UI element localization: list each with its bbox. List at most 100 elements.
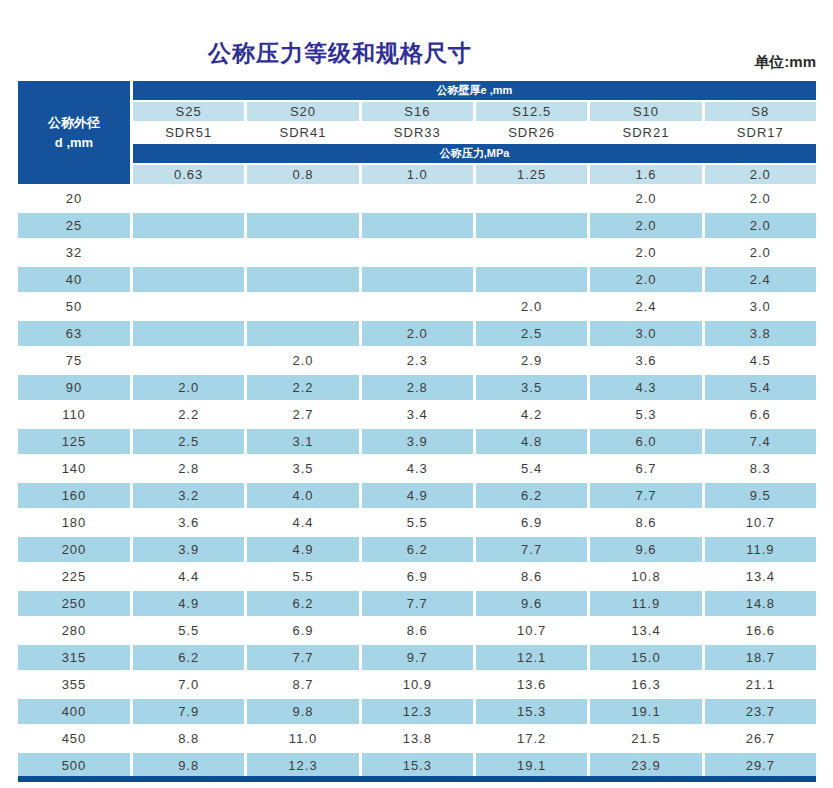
thickness-value-cell: 4.2 bbox=[476, 402, 587, 427]
table-row: 202.02.0 bbox=[18, 186, 816, 211]
diameter-cell: 63 bbox=[18, 321, 130, 346]
thickness-value-cell: 3.0 bbox=[705, 294, 816, 319]
thickness-value-cell bbox=[133, 294, 244, 319]
thickness-value-cell bbox=[133, 267, 244, 292]
thickness-value-cell: 11.0 bbox=[247, 726, 358, 751]
table-row: 5009.812.315.319.123.929.7 bbox=[18, 753, 816, 778]
thickness-value-cell: 23.7 bbox=[705, 699, 816, 724]
table-row: 2805.56.98.610.713.416.6 bbox=[18, 618, 816, 643]
pressure-value-cell: 2.0 bbox=[705, 165, 816, 184]
thickness-value-cell: 4.3 bbox=[362, 456, 473, 481]
thickness-value-cell: 8.6 bbox=[362, 618, 473, 643]
diameter-cell: 40 bbox=[18, 267, 130, 292]
thickness-value-cell: 8.7 bbox=[247, 672, 358, 697]
thickness-value-cell: 8.6 bbox=[590, 510, 701, 535]
thickness-value-cell: 11.9 bbox=[590, 591, 701, 616]
thickness-value-cell: 18.7 bbox=[705, 645, 816, 670]
sdr-header-cell: SDR41 bbox=[247, 123, 358, 142]
thickness-value-cell: 5.4 bbox=[476, 456, 587, 481]
thickness-value-cell: 4.9 bbox=[247, 537, 358, 562]
thickness-value-cell: 3.5 bbox=[476, 375, 587, 400]
thickness-value-cell: 8.3 bbox=[705, 456, 816, 481]
thickness-value-cell: 6.6 bbox=[705, 402, 816, 427]
thickness-value-cell bbox=[362, 186, 473, 211]
thickness-value-cell: 7.4 bbox=[705, 429, 816, 454]
diameter-cell: 180 bbox=[18, 510, 130, 535]
series-header-cell: S8 bbox=[705, 102, 816, 121]
wall-thickness-banner: 公称壁厚e ,mm bbox=[133, 81, 816, 100]
unit-label: 单位:mm bbox=[754, 53, 816, 72]
pipe-spec-table: 公称外径 d ,mm 公称壁厚e ,mm S25S20S16S12.5S10S8… bbox=[15, 79, 819, 788]
diameter-cell: 32 bbox=[18, 240, 130, 265]
thickness-value-cell bbox=[247, 240, 358, 265]
wall-thickness-banner-row: 公称外径 d ,mm 公称壁厚e ,mm bbox=[18, 81, 816, 100]
sdr-header-cell: SDR26 bbox=[476, 123, 587, 142]
thickness-value-cell: 15.3 bbox=[362, 753, 473, 778]
thickness-value-cell: 3.0 bbox=[590, 321, 701, 346]
diameter-cell: 200 bbox=[18, 537, 130, 562]
thickness-value-cell: 2.9 bbox=[476, 348, 587, 373]
thickness-value-cell: 3.6 bbox=[133, 510, 244, 535]
thickness-value-cell: 2.0 bbox=[705, 186, 816, 211]
pressure-banner: 公称压力,MPa bbox=[133, 144, 816, 163]
sdr-header-row: SDR51SDR41SDR33SDR26SDR21SDR17 bbox=[18, 123, 816, 142]
thickness-value-cell: 7.7 bbox=[247, 645, 358, 670]
thickness-value-cell bbox=[133, 186, 244, 211]
thickness-value-cell: 6.7 bbox=[590, 456, 701, 481]
thickness-value-cell: 2.2 bbox=[247, 375, 358, 400]
diameter-cell: 50 bbox=[18, 294, 130, 319]
thickness-value-cell: 13.6 bbox=[476, 672, 587, 697]
thickness-value-cell: 2.2 bbox=[133, 402, 244, 427]
thickness-value-cell: 21.1 bbox=[705, 672, 816, 697]
thickness-value-cell: 9.8 bbox=[247, 699, 358, 724]
thickness-value-cell: 2.4 bbox=[705, 267, 816, 292]
thickness-value-cell: 16.6 bbox=[705, 618, 816, 643]
table-row: 402.02.4 bbox=[18, 267, 816, 292]
thickness-value-cell: 2.0 bbox=[476, 294, 587, 319]
thickness-value-cell: 5.3 bbox=[590, 402, 701, 427]
table-row: 4007.99.812.315.319.123.7 bbox=[18, 699, 816, 724]
thickness-value-cell: 13.4 bbox=[590, 618, 701, 643]
diameter-cell: 500 bbox=[18, 753, 130, 778]
thickness-value-cell: 21.5 bbox=[590, 726, 701, 751]
table-row: 632.02.53.03.8 bbox=[18, 321, 816, 346]
table-row: 322.02.0 bbox=[18, 240, 816, 265]
thickness-value-cell: 2.0 bbox=[705, 213, 816, 238]
thickness-value-cell: 6.9 bbox=[247, 618, 358, 643]
table-row: 1252.53.13.94.86.07.4 bbox=[18, 429, 816, 454]
thickness-value-cell: 10.7 bbox=[476, 618, 587, 643]
thickness-value-cell: 5.4 bbox=[705, 375, 816, 400]
thickness-value-cell: 7.9 bbox=[133, 699, 244, 724]
thickness-value-cell: 4.9 bbox=[133, 591, 244, 616]
diameter-cell: 90 bbox=[18, 375, 130, 400]
thickness-value-cell: 6.0 bbox=[590, 429, 701, 454]
table-row: 1402.83.54.35.46.78.3 bbox=[18, 456, 816, 481]
thickness-value-cell: 6.2 bbox=[362, 537, 473, 562]
thickness-value-cell: 13.8 bbox=[362, 726, 473, 751]
thickness-value-cell: 15.3 bbox=[476, 699, 587, 724]
diameter-cell: 250 bbox=[18, 591, 130, 616]
thickness-value-cell: 7.7 bbox=[362, 591, 473, 616]
thickness-value-cell: 2.4 bbox=[590, 294, 701, 319]
thickness-value-cell bbox=[133, 213, 244, 238]
diameter-cell: 315 bbox=[18, 645, 130, 670]
sdr-header-cell: SDR33 bbox=[362, 123, 473, 142]
thickness-value-cell: 6.2 bbox=[476, 483, 587, 508]
table-row: 902.02.22.83.54.35.4 bbox=[18, 375, 816, 400]
thickness-value-cell: 17.2 bbox=[476, 726, 587, 751]
thickness-value-cell: 19.1 bbox=[476, 753, 587, 778]
sdr-header-cell: SDR21 bbox=[590, 123, 701, 142]
table-row: 2254.45.56.98.610.813.4 bbox=[18, 564, 816, 589]
pressure-values-row: 0.630.81.01.251.62.0 bbox=[18, 165, 816, 184]
thickness-value-cell: 3.9 bbox=[362, 429, 473, 454]
thickness-value-cell bbox=[362, 213, 473, 238]
table-row: 3557.08.710.913.616.321.1 bbox=[18, 672, 816, 697]
series-header-cell: S16 bbox=[362, 102, 473, 121]
diameter-cell: 225 bbox=[18, 564, 130, 589]
thickness-value-cell: 9.6 bbox=[590, 537, 701, 562]
diameter-cell: 160 bbox=[18, 483, 130, 508]
thickness-value-cell bbox=[476, 240, 587, 265]
thickness-value-cell: 14.8 bbox=[705, 591, 816, 616]
thickness-value-cell: 4.4 bbox=[133, 564, 244, 589]
thickness-value-cell: 4.0 bbox=[247, 483, 358, 508]
